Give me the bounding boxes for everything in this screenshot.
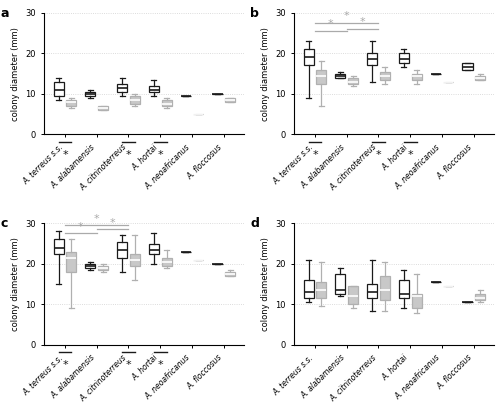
PathPatch shape	[304, 280, 314, 298]
PathPatch shape	[86, 92, 96, 96]
PathPatch shape	[149, 86, 159, 92]
Text: b: b	[250, 7, 259, 20]
Text: *: *	[126, 150, 132, 160]
PathPatch shape	[98, 106, 108, 110]
Text: *: *	[62, 150, 68, 160]
PathPatch shape	[130, 254, 140, 266]
Text: a: a	[0, 7, 9, 20]
PathPatch shape	[475, 76, 485, 80]
PathPatch shape	[412, 294, 422, 308]
Text: *: *	[78, 222, 84, 232]
PathPatch shape	[348, 286, 358, 304]
Text: *: *	[328, 19, 334, 29]
PathPatch shape	[54, 82, 64, 96]
PathPatch shape	[336, 74, 345, 78]
PathPatch shape	[475, 294, 485, 300]
PathPatch shape	[117, 242, 127, 258]
Text: *: *	[158, 360, 163, 371]
PathPatch shape	[66, 100, 76, 106]
PathPatch shape	[149, 243, 159, 254]
Y-axis label: colony diameter (mm): colony diameter (mm)	[11, 27, 20, 121]
Text: *: *	[408, 150, 413, 160]
Text: *: *	[158, 150, 163, 160]
Text: d: d	[250, 217, 259, 230]
PathPatch shape	[162, 100, 172, 106]
PathPatch shape	[98, 266, 108, 270]
Y-axis label: colony diameter (mm): colony diameter (mm)	[261, 27, 270, 121]
Y-axis label: colony diameter (mm): colony diameter (mm)	[261, 237, 270, 331]
PathPatch shape	[86, 264, 96, 268]
PathPatch shape	[316, 70, 326, 84]
PathPatch shape	[380, 276, 390, 300]
Y-axis label: colony diameter (mm): colony diameter (mm)	[11, 237, 20, 331]
Text: *: *	[312, 150, 318, 160]
Text: *: *	[344, 11, 350, 21]
PathPatch shape	[399, 53, 409, 63]
Text: *: *	[110, 218, 116, 228]
PathPatch shape	[162, 258, 172, 266]
PathPatch shape	[304, 49, 314, 65]
PathPatch shape	[336, 274, 345, 294]
PathPatch shape	[348, 78, 358, 84]
Text: *: *	[62, 360, 68, 371]
Text: c: c	[0, 217, 7, 230]
PathPatch shape	[399, 280, 409, 298]
Text: *: *	[376, 150, 382, 160]
Text: *: *	[360, 17, 366, 27]
PathPatch shape	[316, 282, 326, 298]
PathPatch shape	[367, 53, 377, 65]
PathPatch shape	[412, 74, 422, 80]
PathPatch shape	[54, 240, 64, 254]
PathPatch shape	[130, 96, 140, 104]
PathPatch shape	[225, 272, 235, 276]
PathPatch shape	[380, 72, 390, 80]
Text: *: *	[94, 213, 100, 224]
PathPatch shape	[462, 63, 472, 70]
Text: *: *	[126, 360, 132, 371]
PathPatch shape	[225, 98, 235, 102]
PathPatch shape	[117, 84, 127, 92]
PathPatch shape	[367, 284, 377, 298]
PathPatch shape	[66, 252, 76, 272]
